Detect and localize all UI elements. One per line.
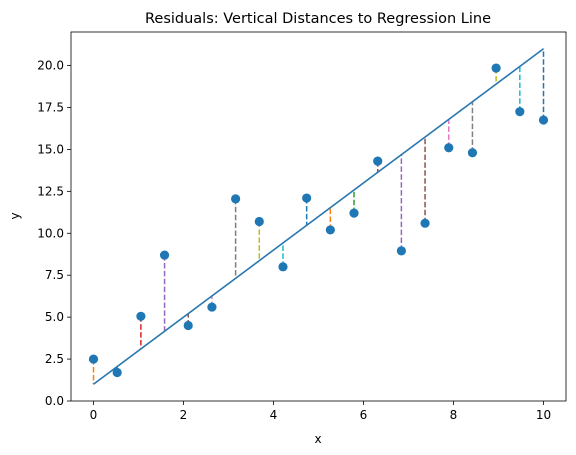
data-point (515, 107, 525, 117)
y-tick-label: 2.5 (45, 352, 64, 366)
data-point (420, 218, 430, 228)
data-point (491, 63, 501, 73)
y-tick-label: 20.0 (37, 59, 64, 73)
y-tick-label: 10.0 (37, 226, 64, 240)
data-point (278, 262, 288, 272)
data-point (136, 311, 146, 321)
x-tick-label: 4 (270, 408, 278, 422)
y-tick-label: 5.0 (45, 310, 64, 324)
plot-frame (70, 31, 567, 402)
y-tick-label: 0.0 (45, 394, 64, 408)
data-point (325, 225, 335, 235)
data-point (349, 208, 359, 218)
regression-line (93, 48, 544, 385)
x-axis-ticks: 0 2 4 6 8 10 (90, 401, 551, 422)
data-point (183, 320, 193, 331)
data-point (231, 194, 241, 204)
x-tick-label: 2 (180, 408, 188, 422)
data-point (444, 143, 454, 153)
x-axis-label: x (314, 432, 321, 446)
x-tick-label: 8 (450, 408, 458, 422)
y-tick-label: 17.5 (37, 100, 64, 114)
data-point (467, 148, 478, 158)
chart-title: Residuals: Vertical Distances to Regress… (145, 11, 491, 27)
data-point (538, 115, 549, 125)
y-axis-label: y (8, 212, 22, 219)
data-point (396, 246, 406, 256)
data-point (254, 216, 264, 227)
x-tick-label: 6 (360, 408, 368, 422)
x-tick-label: 10 (536, 408, 551, 422)
data-point (159, 250, 170, 260)
x-tick-label: 0 (90, 408, 98, 422)
y-tick-label: 15.0 (37, 142, 64, 156)
data-point (373, 156, 383, 166)
regression-line-group (93, 48, 544, 385)
y-tick-label: 7.5 (45, 268, 64, 282)
data-points (88, 63, 549, 378)
y-axis-ticks: 0.0 2.5 5.0 7.5 10.0 12.5 15.0 17.5 20.0 (37, 59, 71, 408)
y-tick-label: 12.5 (37, 184, 64, 198)
data-point (207, 302, 217, 312)
data-point (112, 367, 122, 378)
data-point (88, 354, 99, 364)
data-point (302, 193, 312, 203)
